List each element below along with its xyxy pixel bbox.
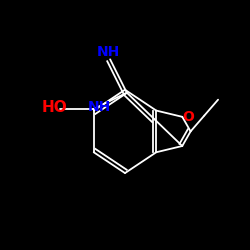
Text: HO: HO: [42, 100, 68, 115]
Text: NH: NH: [88, 100, 111, 114]
Text: O: O: [182, 110, 194, 124]
Text: NH: NH: [97, 45, 120, 59]
